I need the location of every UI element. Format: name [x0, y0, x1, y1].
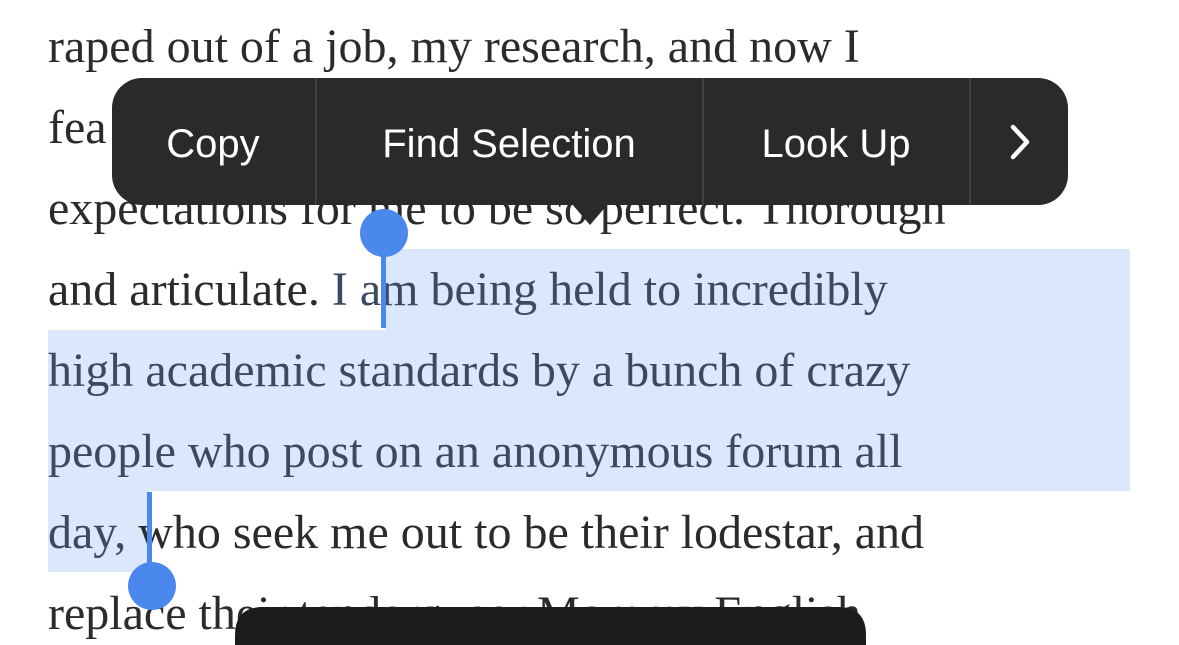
text-line: day, who seek me out to be their lodesta… [48, 506, 924, 559]
selection-highlight [48, 330, 1130, 491]
menu-arrow [572, 204, 608, 225]
selection-highlight [385, 249, 1130, 330]
menu-background [112, 78, 1068, 205]
text-line: fea [48, 101, 107, 154]
handle-knob[interactable] [360, 209, 408, 257]
handle-bar [147, 492, 152, 577]
text-line: raped out of a job, my research, and now… [48, 20, 860, 73]
menu-item[interactable]: Copy [166, 122, 259, 166]
selected-text: I am being held to incredibly [332, 263, 888, 316]
more-chevron[interactable] [1010, 124, 1030, 160]
selected-text: day, [48, 506, 126, 559]
selected-text: people who post on an anonymous forum al… [48, 425, 903, 478]
text-line: and articulate. I am being held to incre… [48, 263, 888, 316]
selection-end-handle[interactable] [128, 492, 176, 610]
text-segment: and articulate. [48, 263, 332, 316]
context-menu: Copy Find Selection Look Up [112, 78, 1068, 225]
handle-bar [381, 238, 386, 328]
text-line: people who post on an anonymous forum al… [48, 425, 903, 478]
selection-highlight [48, 491, 150, 572]
selection-start-handle[interactable] [360, 209, 408, 328]
text-segment: fea [48, 101, 107, 154]
menu-item[interactable]: Find Selection [382, 122, 635, 166]
text-line: high academic standards by a bunch of cr… [48, 344, 910, 397]
selected-text: high academic standards by a bunch of cr… [48, 344, 910, 397]
bottom-bar [235, 607, 866, 645]
text-segment: raped out of a job, my research, and now… [48, 20, 860, 73]
text-segment: who seek me out to be their lodestar, an… [126, 506, 924, 559]
menu-item[interactable]: Look Up [762, 122, 911, 166]
handle-knob[interactable] [128, 562, 176, 610]
